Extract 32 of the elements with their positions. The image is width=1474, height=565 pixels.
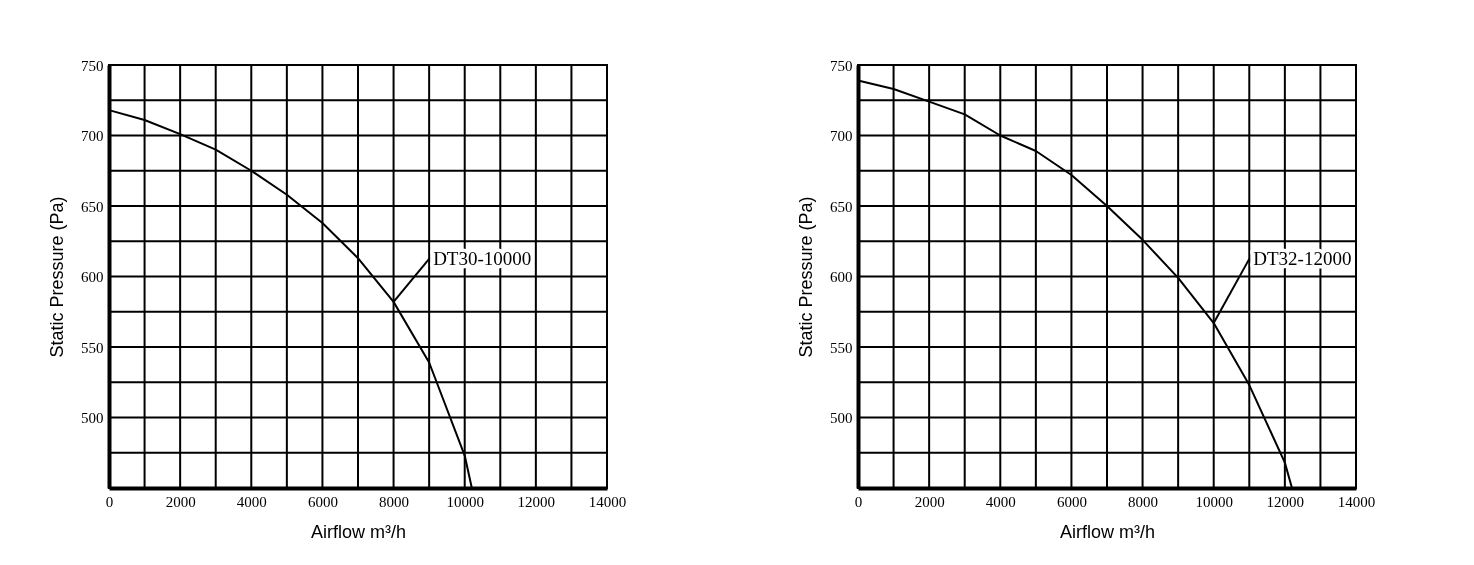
- x-tick-label: 14000: [588, 493, 627, 510]
- y-tick-label: 650: [81, 198, 104, 215]
- x-tick-label: 14000: [1337, 493, 1376, 510]
- y-tick-label: 650: [830, 198, 853, 215]
- y-axis-title: Static Pressure (Pa): [796, 196, 816, 358]
- x-tick-label: 2000: [165, 493, 196, 510]
- x-axis-title: Airflow m³/h: [310, 521, 407, 542]
- x-tick-label: 12000: [517, 493, 556, 510]
- y-tick-label: 550: [81, 339, 104, 356]
- y-tick-label: 500: [830, 410, 853, 426]
- x-tick-label: 0: [105, 493, 114, 510]
- y-axis-title: Static Pressure (Pa): [47, 196, 67, 358]
- x-axis-title: Airflow m³/h: [1059, 521, 1156, 542]
- y-tick-label: 550: [830, 339, 853, 356]
- x-tick-label: 2000: [914, 493, 945, 510]
- y-tick-label: 750: [830, 57, 853, 74]
- y-tick-label: 600: [81, 269, 104, 285]
- y-tick-label: 700: [81, 128, 104, 144]
- x-tick-label: 4000: [236, 493, 267, 510]
- x-tick-label: 10000: [446, 493, 484, 510]
- x-tick-label: 4000: [985, 493, 1016, 510]
- y-tick-label: 700: [830, 128, 853, 144]
- y-tick-label: 600: [830, 269, 853, 285]
- y-tick-label: 750: [81, 57, 104, 74]
- x-tick-label: 8000: [1128, 493, 1159, 510]
- x-tick-label: 8000: [379, 493, 410, 510]
- x-tick-label: 6000: [1056, 493, 1087, 510]
- x-tick-label: 10000: [1195, 493, 1233, 510]
- x-tick-label: 0: [854, 493, 863, 510]
- x-tick-label: 6000: [307, 493, 338, 510]
- x-tick-label: 12000: [1266, 493, 1305, 510]
- y-tick-label: 500: [81, 410, 104, 426]
